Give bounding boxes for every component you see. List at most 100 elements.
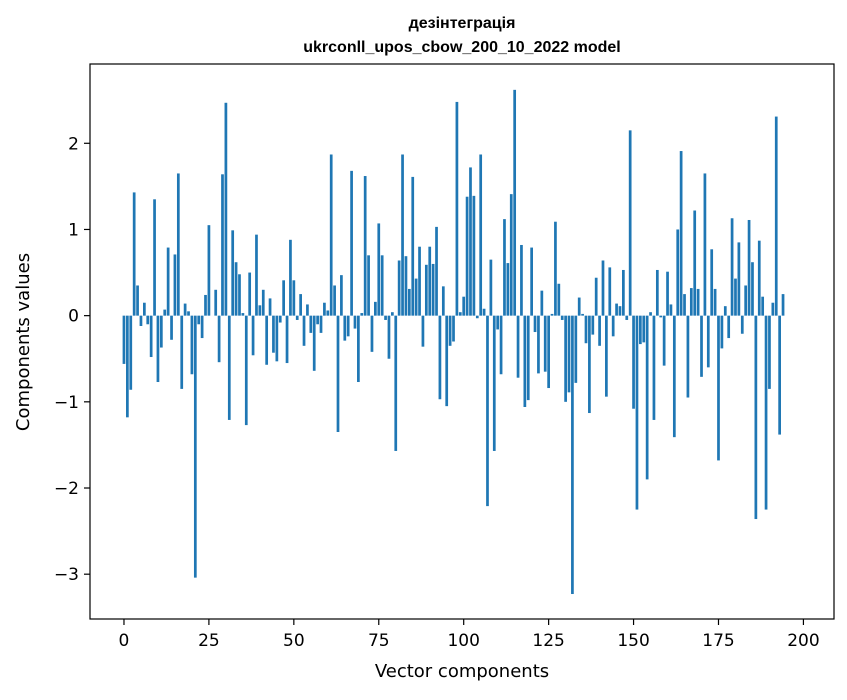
bar-68 (354, 316, 357, 329)
bar-4 (136, 285, 139, 315)
bar-140 (598, 316, 601, 346)
chart-title-line-2: ukrconll_upos_cbow_200_10_2022 model (303, 39, 620, 56)
y-tick-label-1: 1 (68, 220, 79, 240)
chart-title-line-1: дезінтеграція (409, 15, 516, 32)
bar-144 (612, 316, 615, 337)
bar-58 (320, 316, 323, 333)
bar-22 (197, 316, 200, 325)
bar-175 (717, 316, 720, 461)
bar-75 (377, 223, 380, 315)
bar-121 (534, 316, 537, 332)
bar-32 (231, 230, 234, 315)
bar-168 (693, 211, 696, 316)
bar-116 (517, 316, 520, 378)
bar-177 (724, 306, 727, 315)
bar-83 (405, 256, 408, 315)
bar-57 (316, 316, 319, 325)
bar-45 (275, 316, 278, 362)
bar-150 (632, 316, 635, 409)
bar-7 (146, 316, 149, 325)
bar-61 (330, 154, 333, 315)
bar-136 (585, 316, 588, 344)
bar-92 (435, 227, 438, 316)
bar-27 (214, 290, 217, 316)
bar-128 (557, 284, 560, 316)
bar-69 (357, 316, 360, 382)
bar-162 (673, 316, 676, 438)
bar-148 (625, 316, 628, 320)
bar-40 (259, 305, 262, 315)
bar-53 (303, 316, 306, 346)
x-tick-label-0: 0 (119, 631, 130, 651)
bar-72 (367, 255, 370, 315)
bar-37 (248, 273, 251, 316)
bar-0 (123, 316, 126, 364)
bar-18 (184, 304, 187, 316)
bar-99 (459, 312, 462, 315)
bar-93 (439, 316, 442, 400)
bar-170 (700, 316, 703, 377)
bar-91 (432, 264, 435, 316)
bar-67 (350, 171, 353, 316)
bar-108 (490, 260, 493, 316)
bar-135 (581, 314, 584, 316)
bar-157 (656, 270, 659, 316)
bar-96 (449, 316, 452, 346)
bar-80 (394, 316, 397, 451)
bar-36 (245, 316, 248, 425)
bar-21 (194, 316, 197, 578)
bar-160 (666, 272, 669, 316)
bar-64 (340, 275, 343, 316)
bar-94 (442, 286, 445, 315)
bar-171 (704, 173, 707, 315)
bar-38 (252, 316, 255, 356)
bar-176 (721, 316, 724, 349)
x-tick-label-175: 175 (702, 631, 734, 651)
bar-133 (574, 316, 577, 383)
bar-193 (778, 316, 781, 435)
bar-20 (191, 316, 194, 375)
bar-123 (540, 291, 543, 316)
bar-34 (238, 274, 241, 315)
bar-28 (218, 316, 221, 363)
bar-3 (133, 192, 136, 315)
bar-143 (608, 267, 611, 315)
bar-12 (163, 310, 166, 316)
bar-86 (415, 279, 418, 316)
bar-158 (659, 316, 662, 318)
bar-138 (591, 316, 594, 335)
x-tick-label-50: 50 (283, 631, 305, 651)
bar-73 (371, 316, 374, 352)
x-tick-label-200: 200 (787, 631, 819, 651)
bar-163 (676, 229, 679, 315)
bar-31 (228, 316, 231, 420)
y-tick-label--3: −3 (54, 565, 79, 585)
bar-60 (326, 310, 329, 315)
bar-101 (466, 197, 469, 316)
bar-84 (408, 289, 411, 316)
bar-13 (167, 248, 170, 316)
bar-102 (469, 167, 472, 315)
bar-52 (299, 294, 302, 316)
bar-63 (337, 316, 340, 432)
bar-149 (629, 130, 632, 315)
bar-119 (527, 316, 530, 400)
x-tick-label-75: 75 (368, 631, 390, 651)
bar-120 (530, 248, 533, 316)
bar-132 (571, 316, 574, 594)
bar-110 (496, 316, 499, 330)
bar-155 (649, 312, 652, 315)
bar-141 (602, 260, 605, 315)
bar-90 (428, 247, 431, 316)
bar-51 (296, 316, 299, 320)
bar-11 (160, 316, 163, 348)
bar-98 (456, 102, 459, 316)
bar-23 (201, 316, 204, 338)
bar-82 (401, 154, 404, 315)
bar-131 (568, 316, 571, 393)
bar-49 (289, 240, 292, 316)
bar-48 (286, 316, 289, 363)
bar-107 (486, 316, 489, 506)
